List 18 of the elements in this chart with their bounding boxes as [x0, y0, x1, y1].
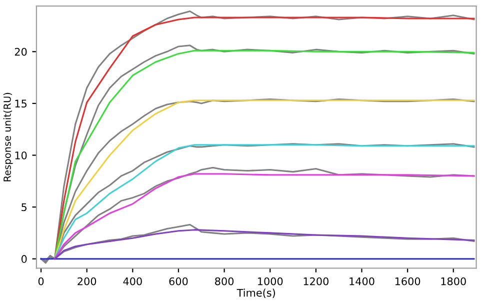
x-tick-label: 1800	[441, 277, 466, 286]
x-tick-label: 1000	[258, 277, 283, 286]
x-tick-label: 800	[215, 277, 234, 286]
y-tick-label: 10	[15, 151, 27, 160]
y-tick-label: 0	[21, 255, 27, 263]
x-tick-label: 400	[123, 277, 142, 286]
x-tick-label: 0	[38, 277, 44, 286]
y-axis-title: Response unit(RU)	[3, 92, 13, 182]
x-tick-label: 1400	[350, 277, 374, 286]
y-tick-label: 5	[22, 203, 27, 212]
x-tick-label: 1600	[395, 277, 420, 286]
y-tick-label: 20	[14, 48, 27, 56]
x-tick-label: 1200	[304, 277, 328, 286]
line-series	[54, 229, 475, 260]
x-tick-label: 200	[78, 277, 96, 286]
y-tick-label: 15	[15, 100, 27, 108]
x-axis-title: Time(s)	[236, 288, 275, 298]
x-tick-label: 600	[169, 277, 188, 286]
